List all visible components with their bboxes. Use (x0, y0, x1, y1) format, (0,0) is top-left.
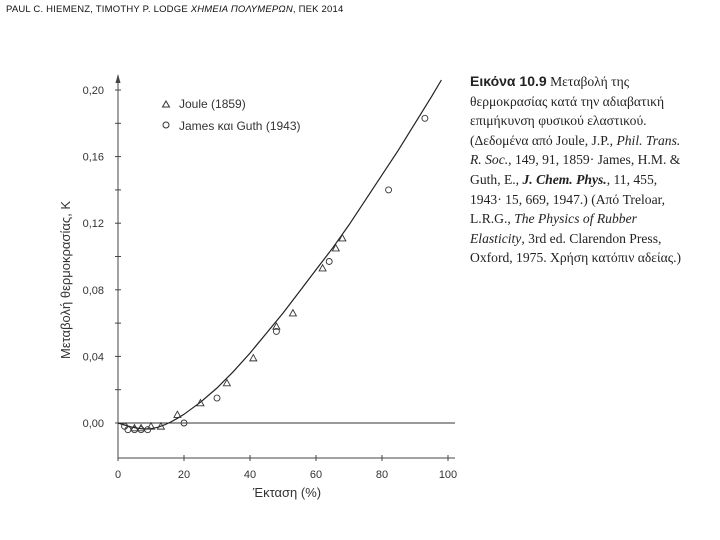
y-tick-label: 0,12 (83, 218, 104, 230)
x-tick-label: 20 (178, 469, 190, 481)
fitted-curve (117, 79, 442, 430)
legend: Joule (1859) James και Guth (1943) (161, 97, 301, 133)
james-guth-point (121, 422, 129, 430)
legend-label-james-guth: James και Guth (1943) (179, 119, 301, 133)
y-axis-ticks: 0,00 0,04 0,08 0,12 0,16 0,20 (83, 85, 121, 430)
fit-curve-line (117, 79, 442, 430)
james-guth-point (272, 327, 280, 335)
chart-frame (115, 74, 455, 459)
x-tick-label: 60 (310, 469, 322, 481)
data-points (121, 114, 429, 434)
joule-point (156, 421, 166, 430)
x-axis-ticks: 0 20 40 60 80 100 (115, 455, 457, 481)
header-authors: PAUL C. HIEMENZ, TIMOTHY P. LODGE (6, 4, 188, 15)
james-guth-point (421, 114, 429, 122)
header-suffix: , ΠΕΚ 2014 (292, 4, 344, 15)
james-guth-point (180, 419, 188, 427)
caption-figure-number: Εικόνα 10.9 (470, 73, 547, 89)
joule-point (222, 378, 232, 387)
joule-point (318, 263, 327, 272)
caption-text-3: , 11, 455, 1943· 15, 669, 1947.) (Από Tr… (470, 171, 665, 227)
y-axis-label: Μεταβολή θερμοκρασίας, K (58, 201, 73, 359)
y-tick-label: 0,20 (83, 85, 104, 97)
james-guth-point (137, 426, 145, 434)
y-tick-label: 0,16 (83, 152, 104, 164)
joule-point (272, 322, 281, 330)
joule-point (136, 423, 146, 432)
caption-text-1: Μεταβολή της θερμοκρασίας κατά την αδιαβ… (470, 74, 665, 148)
james-guth-point (325, 258, 333, 265)
joule-point (130, 423, 139, 432)
book-header: PAUL C. HIEMENZ, TIMOTHY P. LODGE ΧΗΜΕΙΑ… (6, 4, 344, 15)
x-tick-label: 40 (244, 469, 256, 481)
caption-journal-2: J. Chem. Phys. (522, 171, 607, 187)
x-tick-label: 80 (376, 469, 388, 481)
legend-marker-james-guth (162, 121, 170, 129)
y-tick-label: 0,00 (83, 418, 104, 430)
james-guth-point (144, 426, 152, 434)
james-guth-point (385, 186, 393, 194)
joule-point (331, 243, 341, 252)
joule-point (288, 308, 298, 317)
y-axis-arrow (115, 74, 121, 83)
joule-point (173, 410, 182, 418)
caption-book-title: The Physics of Rubber Elasticity (470, 211, 637, 246)
caption-text-2: , 149, 91, 1859· James, H.M. & Guth, E., (470, 152, 681, 187)
james-guth-point (124, 426, 132, 434)
x-tick-label: 100 (439, 469, 457, 481)
y-tick-label: 0,08 (83, 285, 104, 297)
legend-label-joule: Joule (1859) (179, 97, 246, 111)
figure-caption: Εικόνα 10.9 Μεταβολή της θερμοκρασίας κα… (470, 72, 685, 268)
caption-text-4: , 3rd ed. Clarendon Press, Oxford, 1975.… (470, 230, 682, 266)
y-tick-label: 0,04 (83, 351, 104, 363)
joule-point (338, 233, 347, 242)
joule-point (249, 353, 258, 362)
james-guth-point (213, 394, 221, 402)
legend-marker-joule (161, 100, 171, 108)
caption-journal-1: Phil. Trans. R. Soc. (470, 132, 681, 168)
header-title: ΧΗΜΕΙΑ ΠΟΛΥΜΕΡΩΝ (190, 4, 293, 15)
joule-point (196, 398, 205, 407)
james-guth-point (131, 426, 138, 434)
x-axis-label: Έκταση (%) (252, 485, 321, 500)
x-tick-label: 0 (115, 469, 121, 481)
